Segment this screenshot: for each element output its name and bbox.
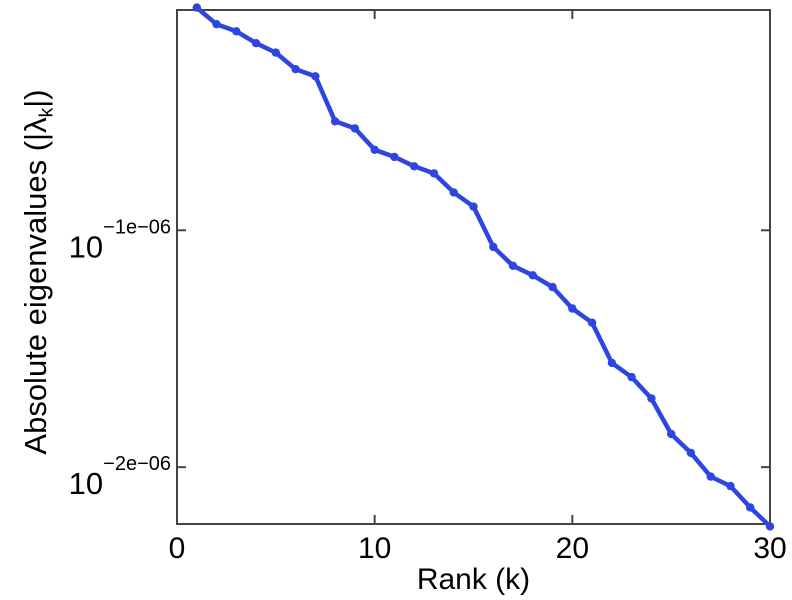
y-axis-title-suffix: |) — [18, 89, 53, 108]
data-point-marker — [568, 304, 577, 313]
data-point-marker — [350, 124, 360, 133]
y-tick-superscript: −1e−06 — [103, 216, 171, 238]
data-point-marker — [232, 27, 241, 36]
y-tick-superscript: −2e−06 — [103, 453, 171, 475]
data-point-marker — [528, 271, 537, 280]
y-axis-title-prefix: Absolute eigenvalues (|λ — [18, 117, 53, 455]
data-point-marker — [330, 117, 340, 126]
x-axis-title: Rank (k) — [416, 563, 531, 596]
data-point-marker — [706, 472, 715, 481]
x-tick-label: 30 — [753, 532, 786, 565]
data-point-marker — [726, 481, 735, 491]
data-point-marker — [686, 448, 696, 458]
x-tick-label: 20 — [556, 532, 589, 565]
data-point-marker — [449, 188, 458, 197]
data-point-marker — [548, 282, 557, 292]
data-point-marker — [291, 65, 300, 74]
plot-frame — [176, 9, 771, 525]
data-point-marker — [370, 145, 379, 154]
data-point-marker — [251, 39, 261, 48]
data-point-marker — [192, 3, 201, 12]
data-point-marker — [410, 162, 419, 171]
data-point-marker — [469, 202, 478, 211]
data-point-marker — [607, 358, 617, 368]
data-point-marker — [746, 503, 755, 512]
y-axis-title: Absolute eigenvalues (|λk|) — [18, 89, 58, 455]
data-series-line — [194, 5, 773, 529]
y-axis-title-subscript: k — [36, 107, 58, 118]
data-point-marker — [627, 372, 636, 382]
y-tick-label: 10−1e−06 — [69, 216, 171, 264]
data-point-marker — [212, 20, 221, 29]
data-point-marker — [667, 429, 676, 439]
data-point-marker — [647, 394, 656, 403]
data-point-marker — [587, 318, 597, 327]
data-point-marker — [508, 261, 518, 270]
data-point-marker — [765, 522, 775, 531]
data-point-marker — [271, 48, 280, 57]
data-point-marker — [311, 72, 320, 81]
y-tick-label: 10−2e−06 — [69, 453, 171, 501]
x-tick-label: 0 — [169, 532, 186, 565]
data-point-marker — [489, 242, 498, 252]
data-point-marker — [429, 169, 439, 178]
x-tick-label: 10 — [358, 532, 391, 565]
data-point-marker — [390, 152, 399, 162]
